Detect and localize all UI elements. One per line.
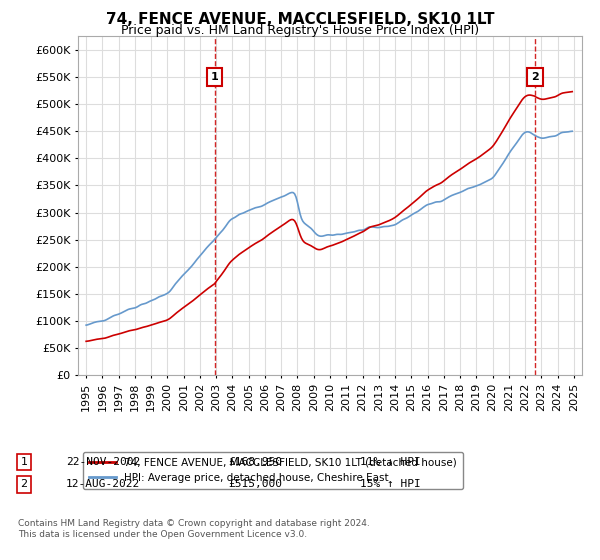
Text: 11% ↓ HPI: 11% ↓ HPI: [360, 457, 421, 467]
Text: 1: 1: [211, 72, 218, 82]
Text: 12-AUG-2022: 12-AUG-2022: [66, 479, 140, 489]
Text: Price paid vs. HM Land Registry's House Price Index (HPI): Price paid vs. HM Land Registry's House …: [121, 24, 479, 37]
Legend: 74, FENCE AVENUE, MACCLESFIELD, SK10 1LT (detached house), HPI: Average price, d: 74, FENCE AVENUE, MACCLESFIELD, SK10 1LT…: [83, 451, 463, 489]
Text: £515,000: £515,000: [228, 479, 282, 489]
Text: 15% ↑ HPI: 15% ↑ HPI: [360, 479, 421, 489]
Text: £168,950: £168,950: [228, 457, 282, 467]
Text: 22-NOV-2002: 22-NOV-2002: [66, 457, 140, 467]
Text: 74, FENCE AVENUE, MACCLESFIELD, SK10 1LT: 74, FENCE AVENUE, MACCLESFIELD, SK10 1LT: [106, 12, 494, 27]
Text: 2: 2: [20, 479, 28, 489]
Text: This data is licensed under the Open Government Licence v3.0.: This data is licensed under the Open Gov…: [18, 530, 307, 539]
Text: 1: 1: [20, 457, 28, 467]
Text: Contains HM Land Registry data © Crown copyright and database right 2024.: Contains HM Land Registry data © Crown c…: [18, 519, 370, 528]
Text: 2: 2: [531, 72, 539, 82]
